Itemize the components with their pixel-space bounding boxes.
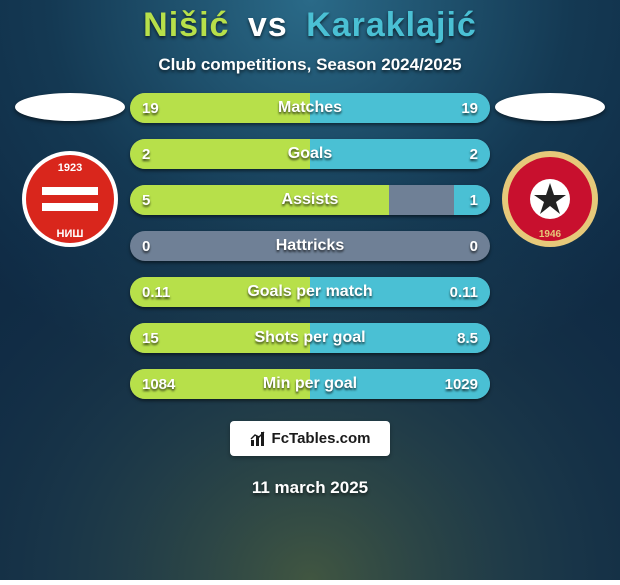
- date-text: 11 march 2025: [252, 478, 368, 498]
- player1-name: Nišić: [143, 6, 229, 44]
- stat-value-right: 19: [461, 93, 478, 123]
- stat-bar: Min per goal1084 1029: [130, 369, 490, 399]
- stat-value-right: 0.11: [450, 277, 478, 307]
- stat-value-left: 0: [142, 231, 150, 261]
- stats-bars: Matches19 19 Goals2 2 Assists5 1 Hattricks0 0 Go…: [130, 93, 490, 399]
- stat-value-left: 19: [142, 93, 159, 123]
- stat-label: Goals: [130, 139, 490, 169]
- subtitle: Club competitions, Season 2024/2025: [158, 55, 461, 75]
- left-side: 1923 НИШ: [10, 93, 130, 249]
- stat-value-right: 1029: [445, 369, 478, 399]
- stat-value-left: 15: [142, 323, 159, 353]
- player1-photo-placeholder: [15, 93, 125, 121]
- stat-bar: Goals per match0.11 0.11: [130, 277, 490, 307]
- stat-bar: Hattricks0 0: [130, 231, 490, 261]
- h2h-title: Nišić vs Karaklajić: [143, 6, 477, 45]
- stat-bar: Matches19 19: [130, 93, 490, 123]
- stat-bar: Shots per goal15 8.5: [130, 323, 490, 353]
- vs-label: vs: [248, 6, 288, 44]
- stat-value-left: 5: [142, 185, 150, 215]
- stat-value-right: 0: [470, 231, 478, 261]
- club-crest-left: 1923 НИШ: [20, 149, 120, 249]
- stat-label: Goals per match: [130, 277, 490, 307]
- stat-label: Shots per goal: [130, 323, 490, 353]
- chart-icon: [250, 431, 266, 447]
- stat-value-right: 2: [470, 139, 478, 169]
- stat-label: Hattricks: [130, 231, 490, 261]
- brand-text: FcTables.com: [272, 430, 371, 447]
- stat-label: Min per goal: [130, 369, 490, 399]
- stat-value-right: 8.5: [457, 323, 478, 353]
- stat-bar: Goals2 2: [130, 139, 490, 169]
- club-crest-right: 1946: [500, 149, 600, 249]
- right-side: 1946: [490, 93, 610, 249]
- brand-badge: FcTables.com: [230, 421, 391, 456]
- stat-label: Matches: [130, 93, 490, 123]
- stat-value-right: 1: [470, 185, 478, 215]
- svg-text:НИШ: НИШ: [57, 228, 84, 240]
- svg-text:1946: 1946: [539, 229, 562, 240]
- stat-value-left: 1084: [142, 369, 175, 399]
- stat-value-left: 2: [142, 139, 150, 169]
- player2-photo-placeholder: [495, 93, 605, 121]
- stat-bar: Assists5 1: [130, 185, 490, 215]
- player2-name: Karaklajić: [306, 6, 477, 44]
- crest-left-year: 1923: [58, 162, 82, 174]
- stat-value-left: 0.11: [142, 277, 170, 307]
- stat-label: Assists: [130, 185, 490, 215]
